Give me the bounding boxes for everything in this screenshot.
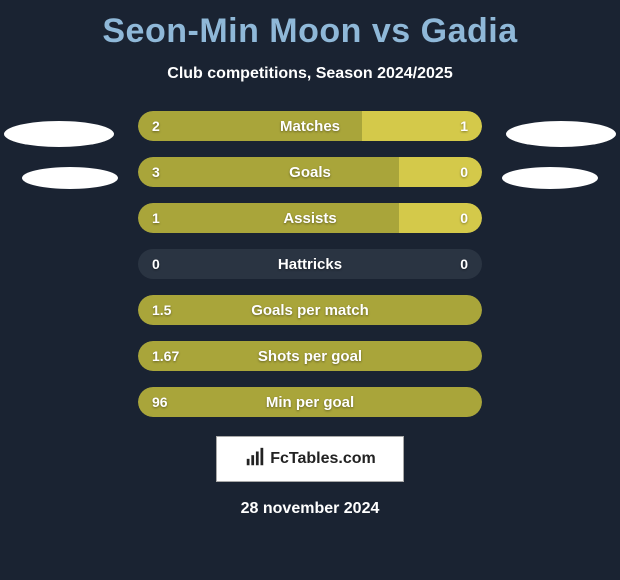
- player-right-logo-2: [502, 167, 598, 189]
- subtitle: Club competitions, Season 2024/2025: [0, 65, 620, 83]
- stat-bar: 1.67Shots per goal: [138, 341, 482, 371]
- stat-bar: 96Min per goal: [138, 387, 482, 417]
- page-title: Seon-Min Moon vs Gadia: [0, 0, 620, 51]
- stat-label: Min per goal: [138, 387, 482, 417]
- footer-date: 28 november 2024: [0, 500, 620, 518]
- stat-bars: 21Matches 30Goals 10Assists 00Hattricks 1.5G…: [138, 111, 482, 433]
- stat-label: Goals: [138, 157, 482, 187]
- brand-badge[interactable]: FcTables.com: [216, 436, 404, 482]
- player-right-logo-1: [506, 121, 616, 147]
- stat-label: Goals per match: [138, 295, 482, 325]
- stat-bar: 1.5Goals per match: [138, 295, 482, 325]
- player-left-logo-1: [4, 121, 114, 147]
- stat-label: Shots per goal: [138, 341, 482, 371]
- bar-chart-icon: [244, 446, 266, 473]
- stat-bar: 10Assists: [138, 203, 482, 233]
- stat-bar: 00Hattricks: [138, 249, 482, 279]
- player-left-logo-2: [22, 167, 118, 189]
- stat-label: Assists: [138, 203, 482, 233]
- stat-bar: 30Goals: [138, 157, 482, 187]
- stat-label: Matches: [138, 111, 482, 141]
- stat-bar: 21Matches: [138, 111, 482, 141]
- brand-text: FcTables.com: [270, 450, 376, 468]
- stat-label: Hattricks: [138, 249, 482, 279]
